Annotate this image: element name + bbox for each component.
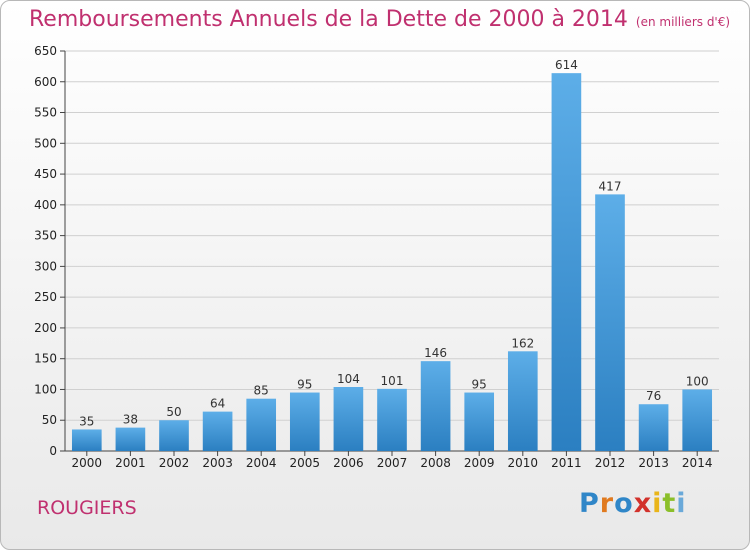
data-label-2002: 50 <box>166 405 181 419</box>
y-tick-label-450: 450 <box>34 167 57 181</box>
data-label-2012: 417 <box>599 179 622 193</box>
bar-2011 <box>551 73 582 452</box>
x-tick-label-2006: 2006 <box>333 456 364 470</box>
x-tick-label-2012: 2012 <box>595 456 626 470</box>
y-tick-label-500: 500 <box>34 136 57 150</box>
data-label-2008: 146 <box>424 346 447 360</box>
x-tick-label-2002: 2002 <box>159 456 190 470</box>
bar-2010 <box>507 351 538 451</box>
data-label-2000: 35 <box>79 414 94 428</box>
data-label-2009: 95 <box>472 378 487 392</box>
commune-name: ROUGIERS <box>37 497 137 519</box>
data-label-2011: 614 <box>555 58 578 72</box>
y-tick-label-650: 650 <box>34 44 57 58</box>
data-label-2014: 100 <box>686 374 709 388</box>
y-tick-label-600: 600 <box>34 75 57 89</box>
y-tick-label-100: 100 <box>34 382 57 396</box>
bar-2005 <box>289 392 320 451</box>
y-tick-label-250: 250 <box>34 290 57 304</box>
logo-letter: P <box>579 488 600 519</box>
x-tick-label-2008: 2008 <box>420 456 451 470</box>
bar-2007 <box>377 388 407 451</box>
data-label-2005: 95 <box>297 378 312 392</box>
bar-2004 <box>246 398 277 451</box>
title-text: Remboursements Annuels de la Dette de 20… <box>29 7 628 32</box>
logo-letter: x <box>633 488 653 519</box>
logo-letter: i <box>676 488 687 519</box>
bar-2013 <box>638 404 669 451</box>
data-label-2013: 76 <box>646 389 661 403</box>
bar-2012 <box>595 194 625 451</box>
x-tick-label-2009: 2009 <box>464 456 495 470</box>
x-tick-label-2007: 2007 <box>377 456 408 470</box>
x-tick-label-2014: 2014 <box>682 456 713 470</box>
bars <box>71 73 713 452</box>
y-tick-label-0: 0 <box>49 444 57 458</box>
data-label-2010: 162 <box>511 336 534 350</box>
bar-2008 <box>420 361 451 451</box>
data-label-2006: 104 <box>337 372 360 386</box>
data-label-2003: 64 <box>210 397 225 411</box>
proxiti-logo: Proxiti <box>579 488 687 519</box>
logo-letter: r <box>599 488 615 519</box>
x-tick-label-2010: 2010 <box>508 456 539 470</box>
unit-label: (en milliers d'€) <box>635 15 731 29</box>
x-tick-label-2004: 2004 <box>246 456 277 470</box>
bar-2009 <box>464 392 495 451</box>
x-tick-label-2011: 2011 <box>551 456 582 470</box>
x-tick-label-2005: 2005 <box>290 456 321 470</box>
x-tick-label-2001: 2001 <box>115 456 146 470</box>
y-tick-label-350: 350 <box>34 229 57 243</box>
bar-2002 <box>159 420 189 451</box>
chart-title: Remboursements Annuels de la Dette de 20… <box>29 7 730 32</box>
bar-2014 <box>682 389 713 451</box>
logo-letter: i <box>652 488 663 519</box>
x-tick-label-2000: 2000 <box>72 456 103 470</box>
bar-2000 <box>71 429 102 451</box>
bar-2003 <box>202 411 233 451</box>
y-tick-label-300: 300 <box>34 259 57 273</box>
bar-2006 <box>333 387 364 451</box>
y-tick-label-200: 200 <box>34 321 57 335</box>
data-label-2001: 38 <box>123 413 138 427</box>
x-tick-label-2013: 2013 <box>638 456 669 470</box>
y-tick-label-550: 550 <box>34 106 57 120</box>
y-tick-label-400: 400 <box>34 198 57 212</box>
y-tick-label-50: 50 <box>42 413 57 427</box>
y-tick-label-150: 150 <box>34 352 57 366</box>
logo-letter: o <box>614 488 634 519</box>
data-label-2004: 85 <box>254 384 269 398</box>
data-label-2007: 101 <box>381 374 404 388</box>
labels: 0501001502002503003504004505005506006503… <box>34 44 712 470</box>
bar-2001 <box>115 427 146 451</box>
x-tick-label-2003: 2003 <box>202 456 233 470</box>
logo-letter: t <box>662 488 677 519</box>
